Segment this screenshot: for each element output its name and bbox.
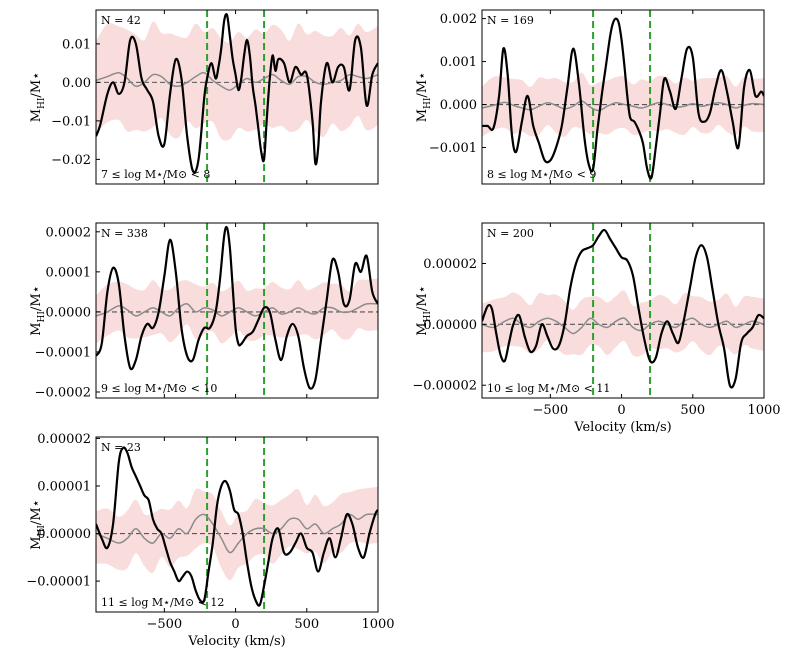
y-axis-label: MHI/M⋆ [415,285,433,336]
y-tick-label: 0.0000 [46,305,92,320]
axes-frame [95,222,379,399]
y-tick-label: 0.0001 [46,265,92,280]
chart-panel-5: −0.00001 0.00000 0.00001 0.00002 −500 0 500 100… [26,432,394,649]
mass-bin-label: 10 ≤ log M⋆/M⊙ < 11 [487,382,610,395]
y-tick-label: 0.002 [440,12,477,27]
mass-bin-label: 11 ≤ log M⋆/M⊙ < 12 [101,596,224,609]
chart-panel-4: −0.00002 0.00000 0.00002 −500 0 500 1000 Veloci… [412,222,781,435]
x-tick-label: 1000 [747,403,780,418]
x-axis-label: Velocity (km/s) [573,420,671,435]
y-tick-label: −0.001 [429,141,477,156]
chart-panel-1: −0.02 −0.01 0.00 0.01 MHI/M⋆ N = 42 7 ≤ log M⋆… [29,9,379,185]
y-tick-label: 0.00 [62,76,91,91]
x-axis-label: Velocity (km/s) [187,634,285,649]
x-tick-label: 500 [294,617,319,632]
y-tick-label: 0.00000 [423,318,477,333]
sample-count-label: N = 42 [101,14,141,27]
mass-bin-label: 7 ≤ log M⋆/M⊙ < 8 [101,168,210,181]
plot-area [96,223,378,398]
y-tick-label: −0.01 [51,114,91,129]
stacked-spectrum-line [96,225,378,390]
axes-frame [481,9,765,185]
x-tick-label: −500 [533,403,569,418]
y-tick-label: −0.00001 [26,575,91,590]
control-spectrum-line [96,302,378,317]
mass-bin-label: 9 ≤ log M⋆/M⊙ < 10 [101,382,217,395]
control-scatter-band [96,278,378,344]
sample-count-label: N = 23 [101,441,141,454]
plot-area [96,10,378,184]
stacked-spectrum-line [96,446,378,607]
control-scatter-band [482,290,764,357]
y-axis-label: MHI/M⋆ [29,72,47,123]
y-tick-label: −0.0002 [35,385,91,400]
axes-frame [95,9,379,185]
x-tick-label: 1000 [361,617,394,632]
y-axis-label: MHI/M⋆ [29,499,47,550]
x-tick-label: −500 [147,617,183,632]
y-tick-label: 0.00000 [37,527,91,542]
chart-panel-2: −0.001 0.000 0.001 0.002 MHI/M⋆ N = 169 8 ≤ lo… [415,9,765,185]
y-tick-label: −0.02 [51,153,91,168]
stacked-spectrum-line [482,228,764,389]
x-tick-label: 0 [231,617,239,632]
plot-area [96,437,378,612]
plot-area [482,223,764,398]
sample-count-label: N = 338 [101,227,148,240]
y-tick-label: 0.00002 [423,257,477,272]
stacked-spectrum-line [96,12,378,174]
control-scatter-band [96,486,378,581]
sample-count-label: N = 200 [487,227,534,240]
x-tick-label: 0 [617,403,625,418]
control-spectrum-line [96,513,378,554]
control-spectrum-line [482,317,764,335]
y-tick-label: −0.00002 [412,379,477,394]
y-tick-label: 0.0002 [46,225,92,240]
y-tick-label: 0.00002 [37,432,91,447]
axes-frame [95,436,379,613]
y-axis-label: MHI/M⋆ [29,285,47,336]
stacked-spectrum-line [482,17,764,180]
y-tick-label: 0.01 [62,37,91,52]
y-tick-label: 0.00001 [37,479,91,494]
mass-bin-label: 8 ≤ log M⋆/M⊙ < 9 [487,168,596,181]
plot-area [482,10,764,184]
y-tick-label: 0.001 [440,55,477,70]
axes-frame [481,222,765,399]
y-tick-label: −0.0001 [35,345,91,360]
y-axis-label: MHI/M⋆ [415,72,433,123]
control-spectrum-line [482,100,764,112]
y-tick-label: 0.000 [440,98,477,113]
sample-count-label: N = 169 [487,14,534,27]
control-spectrum-line [96,71,378,91]
chart-panel-3: −0.0002 −0.0001 0.0000 0.0001 0.0002 MHI/M⋆ N … [29,222,379,400]
x-tick-label: 500 [680,403,705,418]
